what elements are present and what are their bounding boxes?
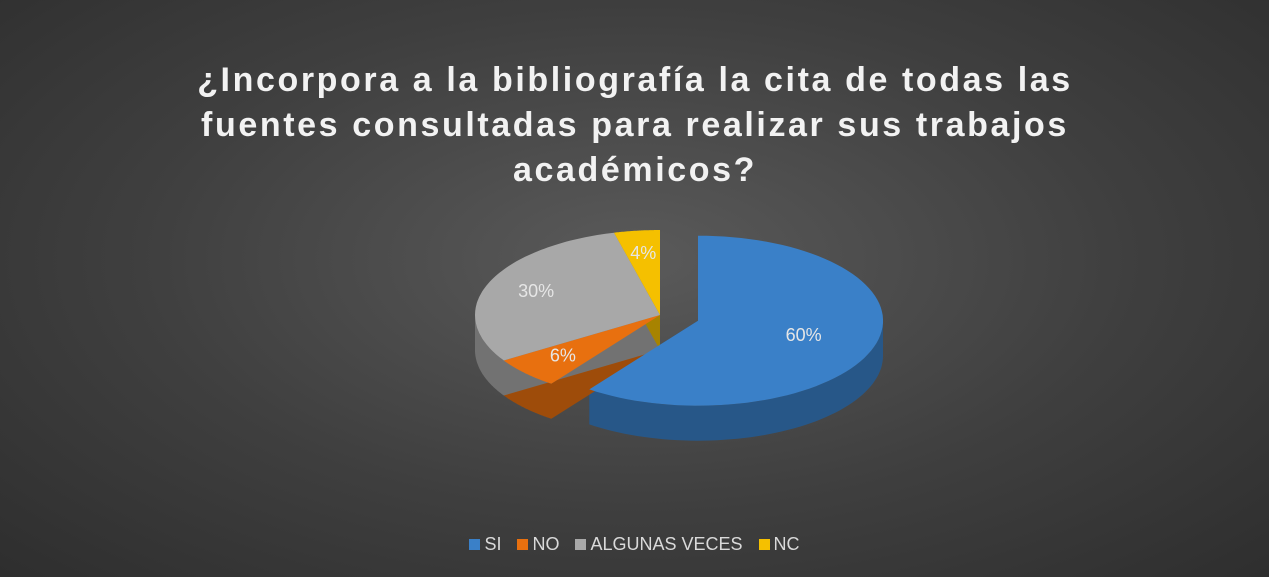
slice xyxy=(475,232,660,361)
chart-title: ¿Incorpora a la bibliografía la cita de … xyxy=(197,61,1073,189)
legend-label: NC xyxy=(773,534,800,554)
legend-swatch xyxy=(469,539,481,550)
slice-side xyxy=(589,235,883,441)
slice xyxy=(614,230,660,315)
legend-swatch xyxy=(758,539,770,550)
slice xyxy=(503,315,660,384)
legend-swatch xyxy=(517,539,529,550)
legend: SI NO ALGUNAS VECES NC xyxy=(0,534,1269,555)
legend-item: NC xyxy=(758,534,800,555)
slice xyxy=(589,235,883,406)
legend-item: NO xyxy=(517,534,559,555)
data-label: 30% xyxy=(518,281,554,301)
legend-label: SI xyxy=(484,534,502,554)
legend-swatch xyxy=(575,539,587,550)
legend-label: NO xyxy=(532,534,560,554)
legend-label: ALGUNAS VECES xyxy=(590,534,743,554)
legend-item: SI xyxy=(469,534,501,555)
data-label: 6% xyxy=(550,346,576,366)
data-label: 4% xyxy=(630,243,656,263)
legend-item: ALGUNAS VECES xyxy=(575,534,743,555)
data-label: 60% xyxy=(786,325,822,345)
slice-side xyxy=(475,232,660,396)
